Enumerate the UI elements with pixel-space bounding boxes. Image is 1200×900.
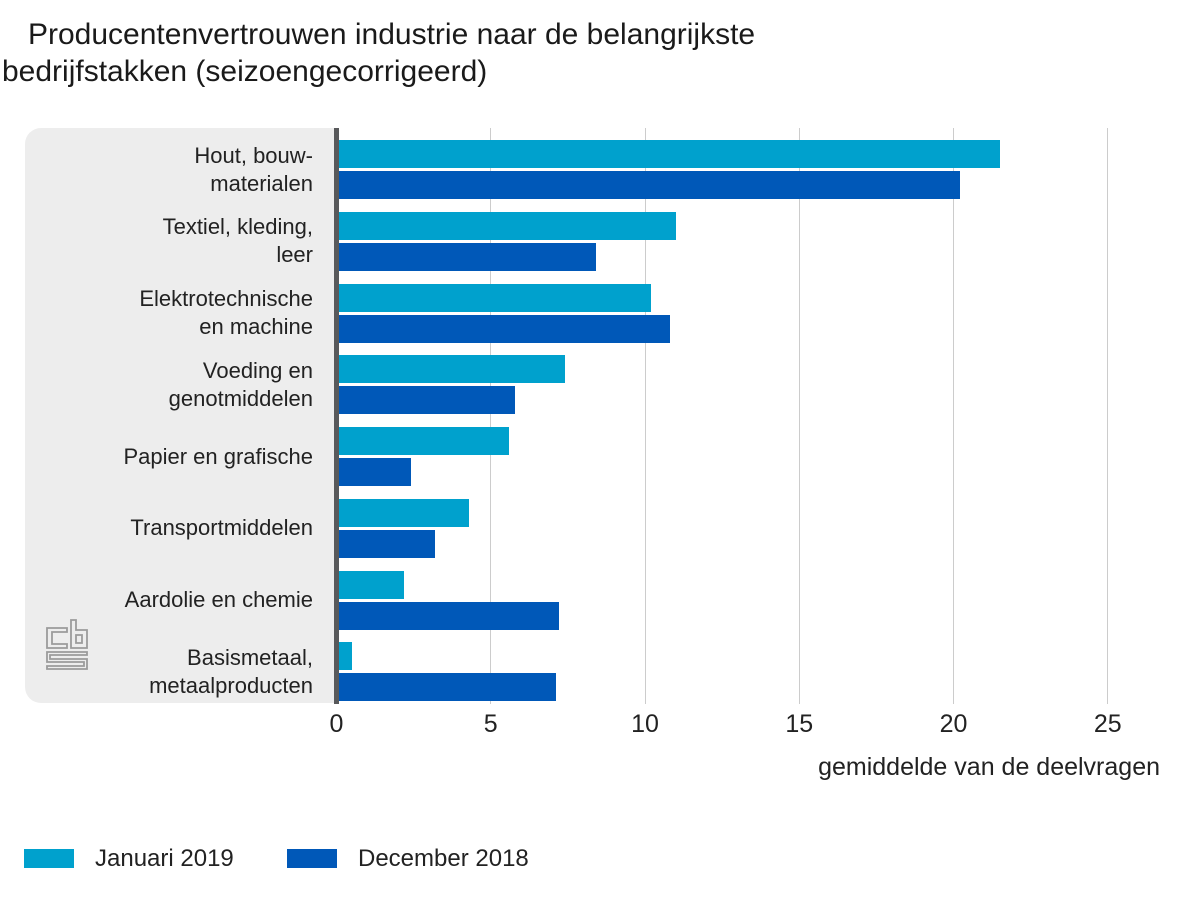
bar-december-2018-row7 <box>339 673 556 702</box>
category-label-line: Basismetaal, <box>187 644 313 670</box>
x-tick-label-20: 20 <box>939 710 968 738</box>
category-label-4: Papier en grafische <box>123 443 313 471</box>
chart-title-line1: Producentenvertrouwen industrie naar de … <box>28 18 756 51</box>
x-tick-label-0: 0 <box>329 710 344 738</box>
cbs-logo-s <box>46 651 88 670</box>
cbs-logo <box>46 619 88 670</box>
x-tick-label-25: 25 <box>1093 710 1122 738</box>
cbs-logo-c <box>46 627 68 649</box>
gridline-10 <box>644 128 646 704</box>
bar-december-2018-row2 <box>339 314 670 343</box>
bar-december-2018-row4 <box>339 458 411 486</box>
bar-december-2018-row3 <box>339 386 516 415</box>
gridline-25 <box>1107 128 1109 704</box>
category-label-7: Basismetaal, metaalproducten <box>149 644 313 700</box>
bar-januari-2019-row2 <box>339 283 652 312</box>
bar-januari-2019-row3 <box>339 355 565 384</box>
x-tick-label-10: 10 <box>631 710 659 738</box>
x-axis-label: gemiddelde van de deelvragen <box>818 753 1160 781</box>
bar-januari-2019-row1 <box>339 211 676 240</box>
category-panel <box>25 128 334 703</box>
category-label-line: Textiel, kleding, <box>162 214 313 240</box>
category-label-line: Elektrotechnische <box>139 286 313 311</box>
category-label-line: Transportmiddelen <box>130 515 313 541</box>
category-label-6: Aardolie en chemie <box>125 586 313 614</box>
legend-swatch-december-2018 <box>287 849 337 868</box>
category-label-line: metaalproducten <box>149 672 313 698</box>
bar-december-2018-row5 <box>339 529 436 558</box>
bar-december-2018-row1 <box>339 242 596 271</box>
bar-januari-2019-row7 <box>339 642 352 671</box>
gridline-15 <box>798 128 800 704</box>
bar-december-2018-row6 <box>339 601 559 630</box>
category-label-5: Transportmiddelen <box>130 514 313 542</box>
bar-januari-2019-row5 <box>339 498 470 527</box>
legend-item-december-2018: December 2018 <box>287 845 529 872</box>
zero-axis-line <box>334 128 339 704</box>
category-label-line: en machine <box>199 314 313 339</box>
category-label-1: Textiel, kleding, leer <box>163 213 313 269</box>
category-label-line: Hout, bouw- <box>194 142 313 168</box>
bar-december-2018-row0 <box>339 171 960 199</box>
cbs-logo-b <box>70 619 88 649</box>
bar-januari-2019-row4 <box>339 427 510 455</box>
category-label-3: Voeding en genotmiddelen <box>169 357 313 413</box>
gridline-20 <box>953 128 954 704</box>
category-label-line: Voeding en <box>202 357 313 383</box>
x-tick-label-15: 15 <box>785 710 814 738</box>
bar-januari-2019-row0 <box>339 140 1000 168</box>
category-label-line: leer <box>276 242 313 268</box>
category-label-line: Aardolie en chemie <box>124 587 313 612</box>
cbs-logo-b-counter <box>75 634 83 644</box>
category-label-line: genotmiddelen <box>168 385 313 411</box>
chart-title: Producentenvertrouwen industrie naar de … <box>0 16 755 90</box>
category-label-2: Elektrotechnische en machine <box>139 285 313 341</box>
chart-title-line2: bedrijfstakken (seizoengecorrigeerd) <box>2 55 488 88</box>
gridline-5 <box>490 128 492 704</box>
legend-swatch-januari-2019 <box>24 849 74 868</box>
x-tick-label-5: 5 <box>483 710 498 738</box>
bar-januari-2019-row6 <box>339 570 405 599</box>
legend-item-januari-2019: Januari 2019 <box>24 845 234 872</box>
category-label-line: materialen <box>210 170 313 196</box>
legend-label-januari-2019: Januari 2019 <box>95 844 234 872</box>
legend-label-december-2018: December 2018 <box>358 844 529 872</box>
category-label-line: Papier en grafische <box>123 443 313 469</box>
category-label-0: Hout, bouw-materialen <box>194 142 313 198</box>
